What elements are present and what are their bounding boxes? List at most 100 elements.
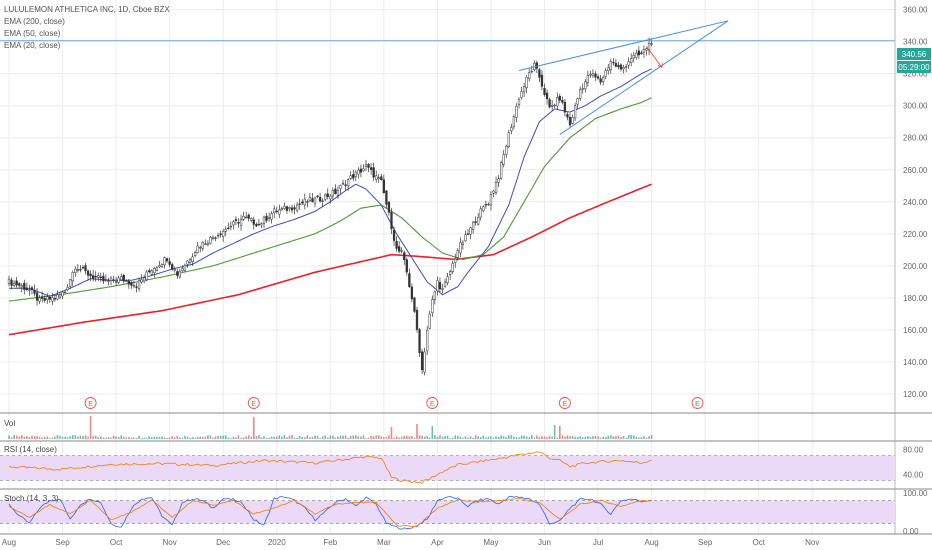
candle-body[interactable] xyxy=(245,216,248,219)
candle-body[interactable] xyxy=(390,212,393,230)
candle-body[interactable] xyxy=(7,278,11,284)
candle-body[interactable] xyxy=(347,179,350,187)
candle-body[interactable] xyxy=(339,185,342,189)
candle-body[interactable] xyxy=(306,201,309,203)
candle-body[interactable] xyxy=(331,190,335,197)
legend-ema20[interactable]: EMA (20, close) xyxy=(4,41,61,50)
candle-body[interactable] xyxy=(204,243,207,245)
candle-body[interactable] xyxy=(265,215,268,221)
candle-body[interactable] xyxy=(301,201,304,204)
candle-body[interactable] xyxy=(38,297,41,302)
candle-body[interactable] xyxy=(530,70,533,73)
candle-body[interactable] xyxy=(423,351,426,373)
earnings-marker[interactable] xyxy=(691,397,704,409)
candle-body[interactable] xyxy=(510,127,513,132)
candle-body[interactable] xyxy=(454,258,457,263)
candle-body[interactable] xyxy=(227,227,230,230)
candle-body[interactable] xyxy=(43,298,46,301)
candle-body[interactable] xyxy=(160,264,164,268)
candle-body[interactable] xyxy=(33,289,36,294)
candle-body[interactable] xyxy=(308,197,312,202)
candle-body[interactable] xyxy=(469,227,472,235)
candle-body[interactable] xyxy=(599,78,602,83)
candle-body[interactable] xyxy=(296,204,299,211)
candle-body[interactable] xyxy=(525,77,528,88)
candle-body[interactable] xyxy=(538,69,541,78)
candle-body[interactable] xyxy=(178,271,181,278)
candle-body[interactable] xyxy=(329,195,332,200)
candle-body[interactable] xyxy=(318,196,322,202)
candle-body[interactable] xyxy=(420,351,424,371)
candle-body[interactable] xyxy=(132,285,136,287)
candle-body[interactable] xyxy=(497,178,500,183)
candle-body[interactable] xyxy=(173,268,176,271)
candle-body[interactable] xyxy=(56,294,59,300)
candle-body[interactable] xyxy=(617,64,620,68)
candle-body[interactable] xyxy=(349,175,352,179)
candle-body[interactable] xyxy=(589,74,592,76)
candle-body[interactable] xyxy=(609,61,612,70)
candle-body[interactable] xyxy=(573,105,577,119)
candle-body[interactable] xyxy=(352,174,355,179)
candle-body[interactable] xyxy=(581,88,584,90)
candle-body[interactable] xyxy=(48,296,51,300)
candle-body[interactable] xyxy=(568,117,572,126)
candle-body[interactable] xyxy=(619,64,623,70)
candle-body[interactable] xyxy=(303,198,306,206)
candle-body[interactable] xyxy=(612,61,615,64)
candle-body[interactable] xyxy=(382,179,386,193)
candle-body[interactable] xyxy=(63,291,67,294)
candle-body[interactable] xyxy=(224,228,227,232)
candle-body[interactable] xyxy=(247,214,250,219)
candle-body[interactable] xyxy=(283,206,286,209)
candle-body[interactable] xyxy=(255,224,258,227)
candle-body[interactable] xyxy=(148,270,151,273)
candle-body[interactable] xyxy=(596,76,600,79)
candle-body[interactable] xyxy=(168,261,171,265)
candle-body[interactable] xyxy=(311,198,314,202)
candle-body[interactable] xyxy=(69,279,72,287)
candle-body[interactable] xyxy=(285,206,289,211)
candle-body[interactable] xyxy=(449,271,452,275)
candle-body[interactable] xyxy=(464,234,467,242)
candle-body[interactable] xyxy=(194,251,197,256)
candle-body[interactable] xyxy=(99,276,102,279)
candle-body[interactable] xyxy=(176,271,179,276)
candle-body[interactable] xyxy=(137,280,141,289)
candle-body[interactable] xyxy=(607,67,610,71)
candle-body[interactable] xyxy=(171,264,174,269)
candle-body[interactable] xyxy=(502,154,505,165)
candle-body[interactable] xyxy=(584,81,587,90)
candle-body[interactable] xyxy=(443,281,447,287)
earnings-marker[interactable] xyxy=(558,397,571,409)
candle-body[interactable] xyxy=(622,67,625,70)
candle-body[interactable] xyxy=(545,92,549,100)
candle-body[interactable] xyxy=(316,195,319,197)
legend-ema200[interactable]: EMA (200, close) xyxy=(4,17,65,26)
candle-body[interactable] xyxy=(181,268,184,272)
candle-body[interactable] xyxy=(237,222,240,224)
candle-body[interactable] xyxy=(408,273,411,287)
candle-body[interactable] xyxy=(30,287,34,290)
candle-body[interactable] xyxy=(252,219,255,225)
candle-body[interactable] xyxy=(500,162,503,179)
candle-body[interactable] xyxy=(326,193,329,197)
candle-body[interactable] xyxy=(313,197,317,204)
candle-body[interactable] xyxy=(482,206,485,212)
candle-body[interactable] xyxy=(112,279,115,281)
candle-body[interactable] xyxy=(18,283,21,286)
candle-body[interactable] xyxy=(222,231,225,237)
candle-body[interactable] xyxy=(324,194,327,200)
candle-body[interactable] xyxy=(614,62,618,67)
candle-body[interactable] xyxy=(400,250,403,252)
candle-body[interactable] xyxy=(288,207,291,209)
candle-body[interactable] xyxy=(74,268,77,273)
candle-body[interactable] xyxy=(369,167,373,170)
candle-body[interactable] xyxy=(492,190,495,194)
candle-body[interactable] xyxy=(433,291,437,300)
candle-body[interactable] xyxy=(640,52,643,55)
candle-body[interactable] xyxy=(548,99,551,108)
candle-body[interactable] xyxy=(12,282,16,286)
candle-body[interactable] xyxy=(367,164,370,168)
candlesticks[interactable] xyxy=(7,37,653,376)
